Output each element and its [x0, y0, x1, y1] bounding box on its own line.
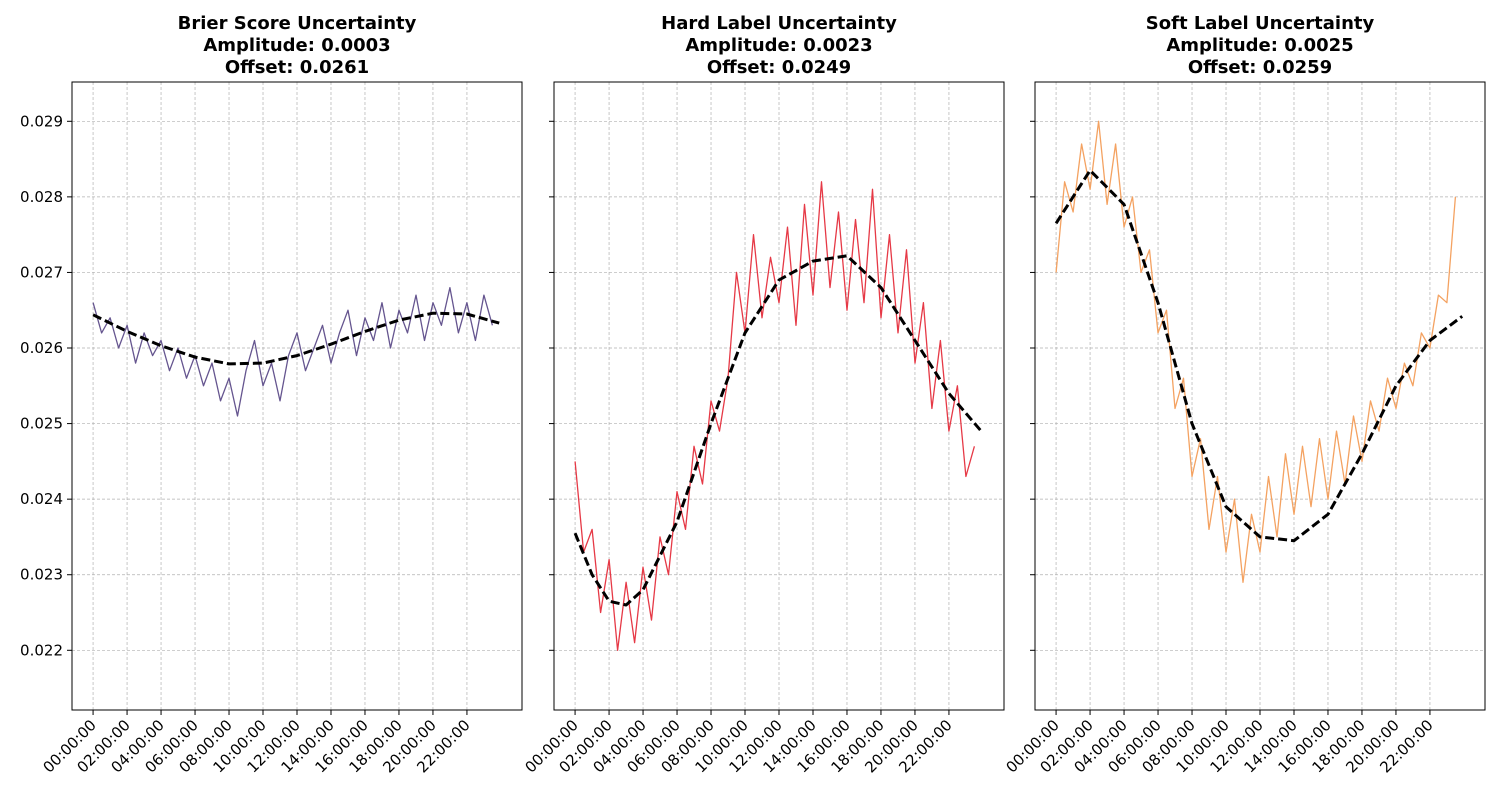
y-tick-label: 0.029	[20, 112, 63, 130]
chart-subtitle: Offset: 0.0249	[707, 57, 851, 78]
fit-line	[573, 254, 983, 607]
axes-frame	[1034, 81, 1486, 711]
y-tick-label: 0.022	[20, 641, 63, 659]
y-tick-label: 0.028	[20, 188, 63, 206]
chart-subtitle: Offset: 0.0259	[1188, 57, 1332, 78]
y-tick-label: 0.023	[20, 566, 63, 584]
chart-title: Soft Label Uncertainty	[1146, 13, 1375, 34]
chart-subtitle: Amplitude: 0.0025	[1166, 35, 1353, 56]
data-line	[574, 181, 976, 651]
fit-line	[92, 311, 500, 366]
chart-title: Brier Score Uncertainty	[178, 13, 417, 34]
y-tick-label: 0.026	[20, 339, 63, 357]
data-line	[1055, 120, 1457, 583]
y-tick-label: 0.025	[20, 415, 63, 433]
y-tick-label: 0.024	[20, 490, 63, 508]
chart-subtitle: Offset: 0.0261	[225, 57, 369, 78]
chart-subtitle: Amplitude: 0.0023	[685, 35, 872, 56]
data-line	[92, 286, 494, 417]
y-tick-label: 0.027	[20, 263, 63, 281]
fit-line	[1054, 168, 1464, 543]
axes-frame	[71, 81, 523, 711]
chart-title: Hard Label Uncertainty	[661, 13, 897, 34]
chart-subtitle: Amplitude: 0.0003	[203, 35, 390, 56]
